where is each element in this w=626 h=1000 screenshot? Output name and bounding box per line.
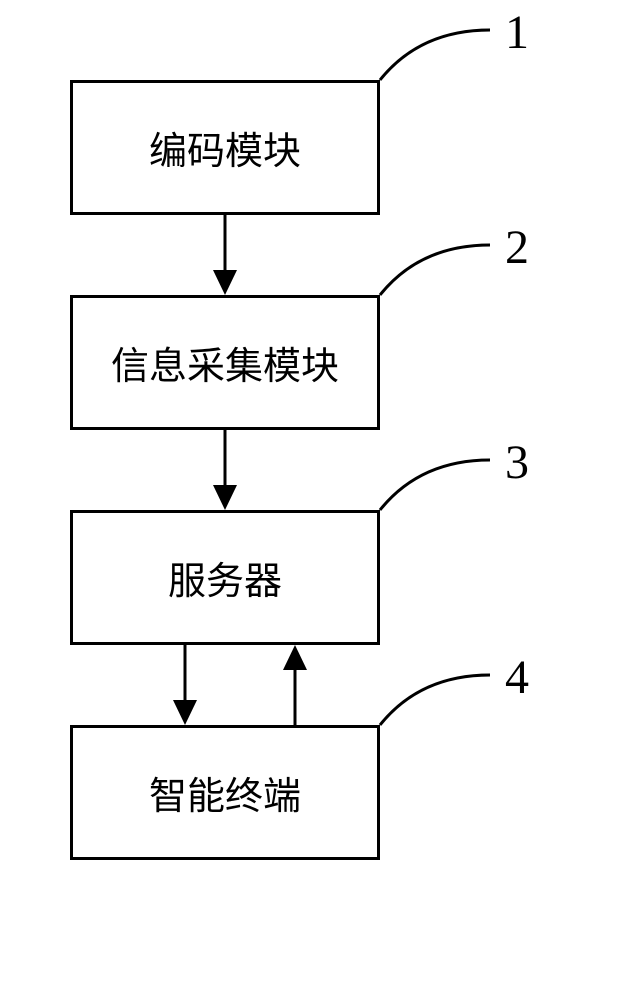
node-wrapper-2: 信息采集模块 2 [70,295,380,430]
node-label-2: 2 [505,220,529,275]
node-encoding-module: 编码模块 [70,80,380,215]
node-label-1: 1 [505,5,529,60]
node-text: 智能终端 [149,765,301,820]
node-text: 信息采集模块 [111,335,339,390]
arrow-2-to-3 [210,430,240,510]
node-text: 编码模块 [149,120,301,175]
node-wrapper-3: 服务器 3 [70,510,380,645]
node-label-3: 3 [505,435,529,490]
arrow-4-to-3 [280,645,310,725]
node-wrapper-4: 智能终端 4 [70,725,380,860]
node-label-4: 4 [505,650,529,705]
node-wrapper-1: 编码模块 1 [70,80,380,215]
arrow-3-to-4 [170,645,200,725]
node-server: 服务器 [70,510,380,645]
node-text: 服务器 [168,550,282,605]
node-smart-terminal: 智能终端 [70,725,380,860]
node-info-collection-module: 信息采集模块 [70,295,380,430]
arrow-1-to-2 [210,215,240,295]
